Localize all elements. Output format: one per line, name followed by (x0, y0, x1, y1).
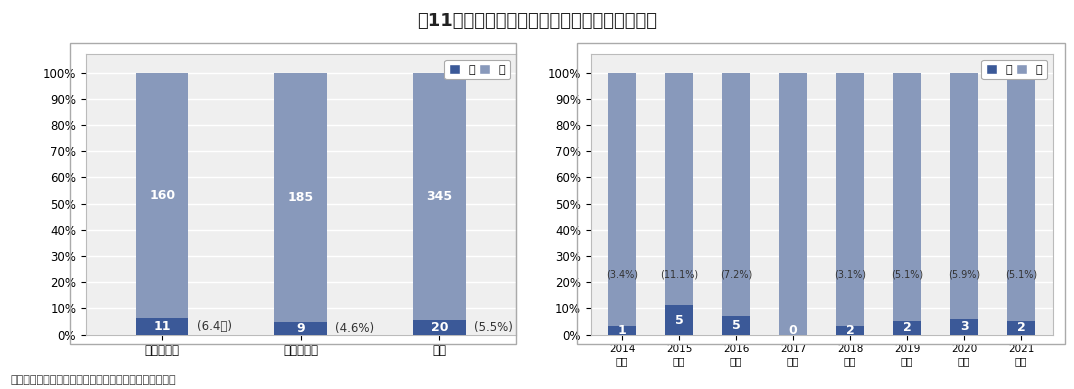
Text: 345: 345 (426, 190, 452, 203)
Bar (274, 73, 328, 322)
Text: (4.6%): (4.6%) (335, 322, 375, 335)
Bar (135, 73, 188, 318)
Bar (413, 73, 466, 320)
Bar (722, 73, 751, 316)
Bar (722, 316, 751, 335)
Bar (608, 73, 636, 326)
Bar (274, 322, 328, 335)
Text: 3: 3 (960, 320, 969, 333)
Text: (11.1%): (11.1%) (661, 270, 698, 280)
Bar (413, 320, 466, 335)
Text: (5.5%): (5.5%) (474, 321, 512, 334)
Bar (665, 73, 694, 305)
Bar (949, 319, 978, 335)
Bar (779, 73, 808, 335)
Text: 2: 2 (845, 324, 855, 337)
Bar (949, 73, 978, 319)
Text: 5: 5 (731, 319, 740, 331)
Bar (608, 326, 636, 335)
Bar (1007, 73, 1035, 321)
Text: (5.1%): (5.1%) (891, 270, 924, 280)
Text: 185: 185 (288, 191, 314, 204)
Text: (5.1%): (5.1%) (1005, 270, 1037, 280)
Bar (836, 326, 865, 335)
Text: (3.4%): (3.4%) (606, 270, 638, 280)
Text: 5: 5 (674, 314, 683, 326)
Text: (6.4％): (6.4％) (197, 320, 232, 333)
Legend: 有, 無: 有, 無 (982, 60, 1047, 79)
Text: 20: 20 (431, 321, 448, 334)
Text: (3.1%): (3.1%) (834, 270, 866, 280)
Text: (7.2%): (7.2%) (720, 270, 752, 280)
Legend: 有, 無: 有, 無 (445, 60, 510, 79)
Text: 出所：中医協資料をもとに医薬産業政策研究所にて作成: 出所：中医協資料をもとに医薬産業政策研究所にて作成 (11, 375, 176, 385)
Bar (892, 321, 921, 335)
Text: (5.9%): (5.9%) (948, 270, 981, 280)
Bar (135, 318, 188, 335)
Bar (665, 305, 694, 335)
Bar (1007, 321, 1035, 335)
Text: 1: 1 (618, 324, 626, 336)
Text: 2: 2 (1017, 321, 1026, 335)
Text: 図11　不服申し立て状況の比較および年次推移: 図11 不服申し立て状況の比較および年次推移 (417, 12, 657, 30)
Text: 2: 2 (903, 321, 912, 335)
Text: 11: 11 (154, 320, 171, 333)
Bar (836, 73, 865, 326)
Bar (892, 73, 921, 321)
Text: 9: 9 (296, 322, 305, 335)
Text: 160: 160 (149, 189, 175, 202)
Text: 0: 0 (788, 324, 798, 337)
